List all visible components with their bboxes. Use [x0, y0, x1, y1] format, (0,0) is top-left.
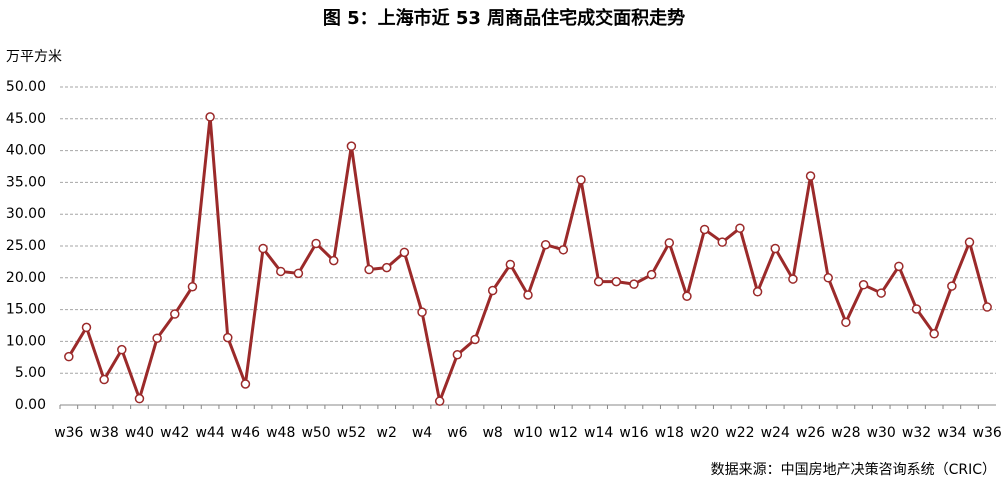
x-tick-label: w44 — [195, 425, 224, 441]
x-tick-label: w10 — [513, 425, 542, 441]
data-point — [523, 290, 533, 300]
chart-title: 图 5：上海市近 53 周商品住宅成交面积走势 — [323, 7, 685, 29]
data-point — [258, 243, 268, 254]
x-tick-label: w36 — [973, 425, 1002, 441]
data-point — [929, 329, 939, 339]
data-point — [187, 281, 198, 292]
x-tick-label: w46 — [231, 425, 260, 441]
series-line — [67, 115, 989, 403]
data-point — [947, 281, 957, 291]
data-point — [434, 396, 445, 406]
data-point — [593, 276, 604, 287]
data-point — [117, 344, 127, 355]
data-point — [699, 224, 710, 235]
x-tick-label: w48 — [266, 425, 295, 441]
data-point — [805, 171, 816, 181]
data-point — [364, 264, 374, 275]
x-tick-label: w50 — [301, 425, 330, 441]
y-tick-label: 50.00 — [6, 79, 46, 95]
x-tick-label: w8 — [482, 425, 502, 441]
x-tick-label: w20 — [690, 425, 719, 441]
data-point — [328, 255, 339, 266]
data-point — [646, 269, 657, 280]
source-note: 数据来源：中国房地产决策咨询系统（CRIC） — [711, 461, 996, 478]
data-point — [99, 374, 109, 385]
x-tick-label: w16 — [619, 425, 648, 441]
x-tick-label: w2 — [377, 425, 397, 441]
data-point — [311, 238, 321, 249]
data-point — [505, 259, 516, 270]
data-point — [558, 245, 569, 255]
y-tick-label: 15.00 — [6, 302, 46, 318]
y-tick-label: 10.00 — [6, 333, 46, 349]
data-point — [293, 268, 304, 279]
x-tick-label: w36 — [54, 425, 83, 441]
data-point — [911, 304, 922, 314]
y-tick-label: 25.00 — [6, 238, 46, 254]
data-point — [381, 262, 392, 273]
y-tick-label: 45.00 — [6, 111, 46, 127]
x-tick-label: w32 — [902, 425, 931, 441]
y-tick-label: 0.00 — [15, 397, 46, 413]
data-point — [452, 350, 463, 360]
data-point — [576, 175, 586, 185]
data-point — [735, 223, 745, 233]
y-tick-label: 30.00 — [6, 206, 46, 222]
data-point — [629, 279, 639, 289]
data-point — [788, 274, 798, 284]
data-point — [240, 379, 251, 389]
data-point — [223, 332, 233, 343]
data-point — [276, 266, 286, 277]
y-tick-label: 20.00 — [6, 270, 46, 286]
data-point — [841, 317, 851, 328]
x-tick-label: w22 — [725, 425, 754, 441]
data-point — [664, 238, 675, 248]
x-tick-label: w30 — [867, 425, 896, 441]
x-tick-label: w42 — [160, 425, 189, 441]
x-tick-label: w34 — [937, 425, 966, 441]
data-point — [823, 273, 833, 283]
data-point — [717, 237, 728, 247]
data-point — [81, 322, 92, 333]
x-tick-label: w24 — [761, 425, 790, 441]
data-point — [470, 334, 480, 345]
x-tick-label: w38 — [90, 425, 119, 441]
data-point — [752, 287, 763, 297]
data-point — [964, 237, 975, 247]
data-point — [540, 239, 551, 250]
data-point — [152, 333, 162, 343]
data-point — [205, 112, 215, 122]
data-point — [682, 291, 692, 301]
x-tick-label: w4 — [412, 425, 432, 441]
y-tick-label: 5.00 — [15, 365, 46, 381]
data-point — [876, 288, 886, 298]
x-tick-label: w14 — [584, 425, 613, 441]
data-point — [346, 141, 357, 151]
data-point — [417, 307, 427, 317]
data-point — [399, 247, 410, 258]
x-tick-label: w12 — [549, 425, 578, 441]
data-point — [487, 285, 498, 296]
y-axis-label: 万平方米 — [6, 49, 62, 65]
data-point — [134, 393, 145, 404]
data-point — [858, 280, 869, 290]
y-tick-label: 40.00 — [6, 143, 46, 159]
data-point — [611, 276, 622, 287]
x-tick-label: w40 — [125, 425, 154, 441]
data-point — [894, 261, 904, 272]
data-point — [770, 243, 780, 254]
x-tick-label: w6 — [447, 425, 467, 441]
data-point — [982, 302, 992, 312]
x-tick-label: w18 — [655, 425, 684, 441]
x-tick-label: w52 — [337, 425, 366, 441]
data-point — [64, 351, 74, 362]
x-tick-label: w26 — [796, 425, 825, 441]
data-point — [170, 309, 180, 319]
y-tick-label: 35.00 — [6, 174, 46, 190]
x-tick-label: w28 — [831, 425, 860, 441]
